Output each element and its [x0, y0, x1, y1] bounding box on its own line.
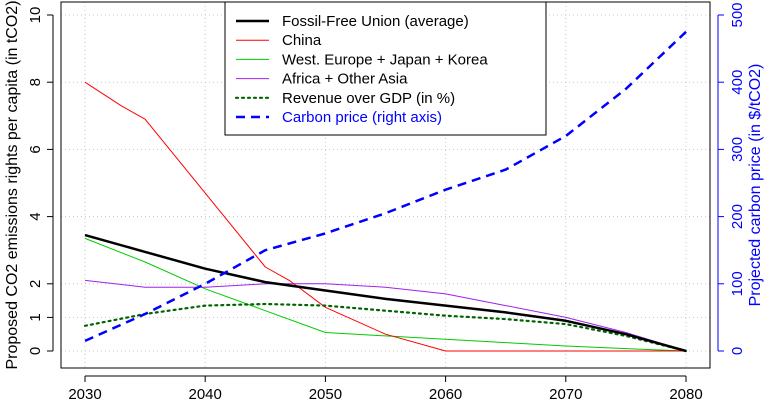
y-right-tick-label: 300 — [729, 137, 746, 162]
y-right-tick-label: 0 — [729, 347, 746, 355]
x-axis: 2030 2040 2050 2060 2070 2080 — [68, 375, 703, 403]
x-tick-label: 2030 — [68, 386, 101, 403]
y-axis-left-title: Proposed CO2 emissions rights per capita… — [4, 0, 21, 369]
legend-label: West. Europe + Japan + Korea — [282, 51, 488, 68]
y-left-tick-label: 8 — [27, 78, 44, 86]
legend-label: China — [282, 32, 322, 49]
series-line-1 — [84, 81, 686, 352]
legend-box — [224, 1, 547, 136]
series-line-3 — [84, 279, 687, 352]
legend-label: Africa + Other Asia — [282, 71, 408, 88]
y-left-tick-label: 10 — [27, 7, 44, 24]
y-left-tick-label: 6 — [27, 145, 44, 153]
x-tick-label: 2040 — [189, 386, 222, 403]
y-axis-right: 0 100 200 300 400 500 — [717, 2, 746, 355]
series-line-0 — [84, 233, 687, 353]
y-left-tick-label: 1 — [27, 313, 44, 321]
plot-series — [83, 30, 688, 353]
x-tick-label: 2060 — [429, 386, 462, 403]
legend: Fossil-Free Union (average) China West. Eu… — [224, 1, 547, 136]
legend-label: Revenue over GDP (in %) — [282, 90, 455, 107]
y-left-tick-label: 4 — [27, 212, 44, 220]
y-right-tick-label: 400 — [729, 70, 746, 95]
y-axis-right-title: Projected carbon price (in $/tCO2) — [747, 64, 764, 307]
x-tick-label: 2080 — [669, 386, 702, 403]
x-tick-label: 2070 — [549, 386, 582, 403]
y-right-tick-label: 500 — [729, 2, 746, 27]
series-line-5 — [84, 30, 687, 343]
y-right-tick-label: 200 — [729, 204, 746, 229]
x-tick-label: 2050 — [309, 386, 342, 403]
y-left-tick-label: 0 — [27, 347, 44, 355]
series-line-2 — [84, 237, 687, 352]
series-line-4 — [83, 302, 688, 353]
legend-label: Fossil-Free Union (average) — [282, 13, 469, 30]
legend-label: Carbon price (right axis) — [282, 109, 442, 126]
y-left-tick-label: 2 — [27, 280, 44, 288]
y-right-tick-label: 100 — [729, 271, 746, 296]
y-axis-left: 0 1 2 4 6 8 10 — [27, 7, 54, 355]
